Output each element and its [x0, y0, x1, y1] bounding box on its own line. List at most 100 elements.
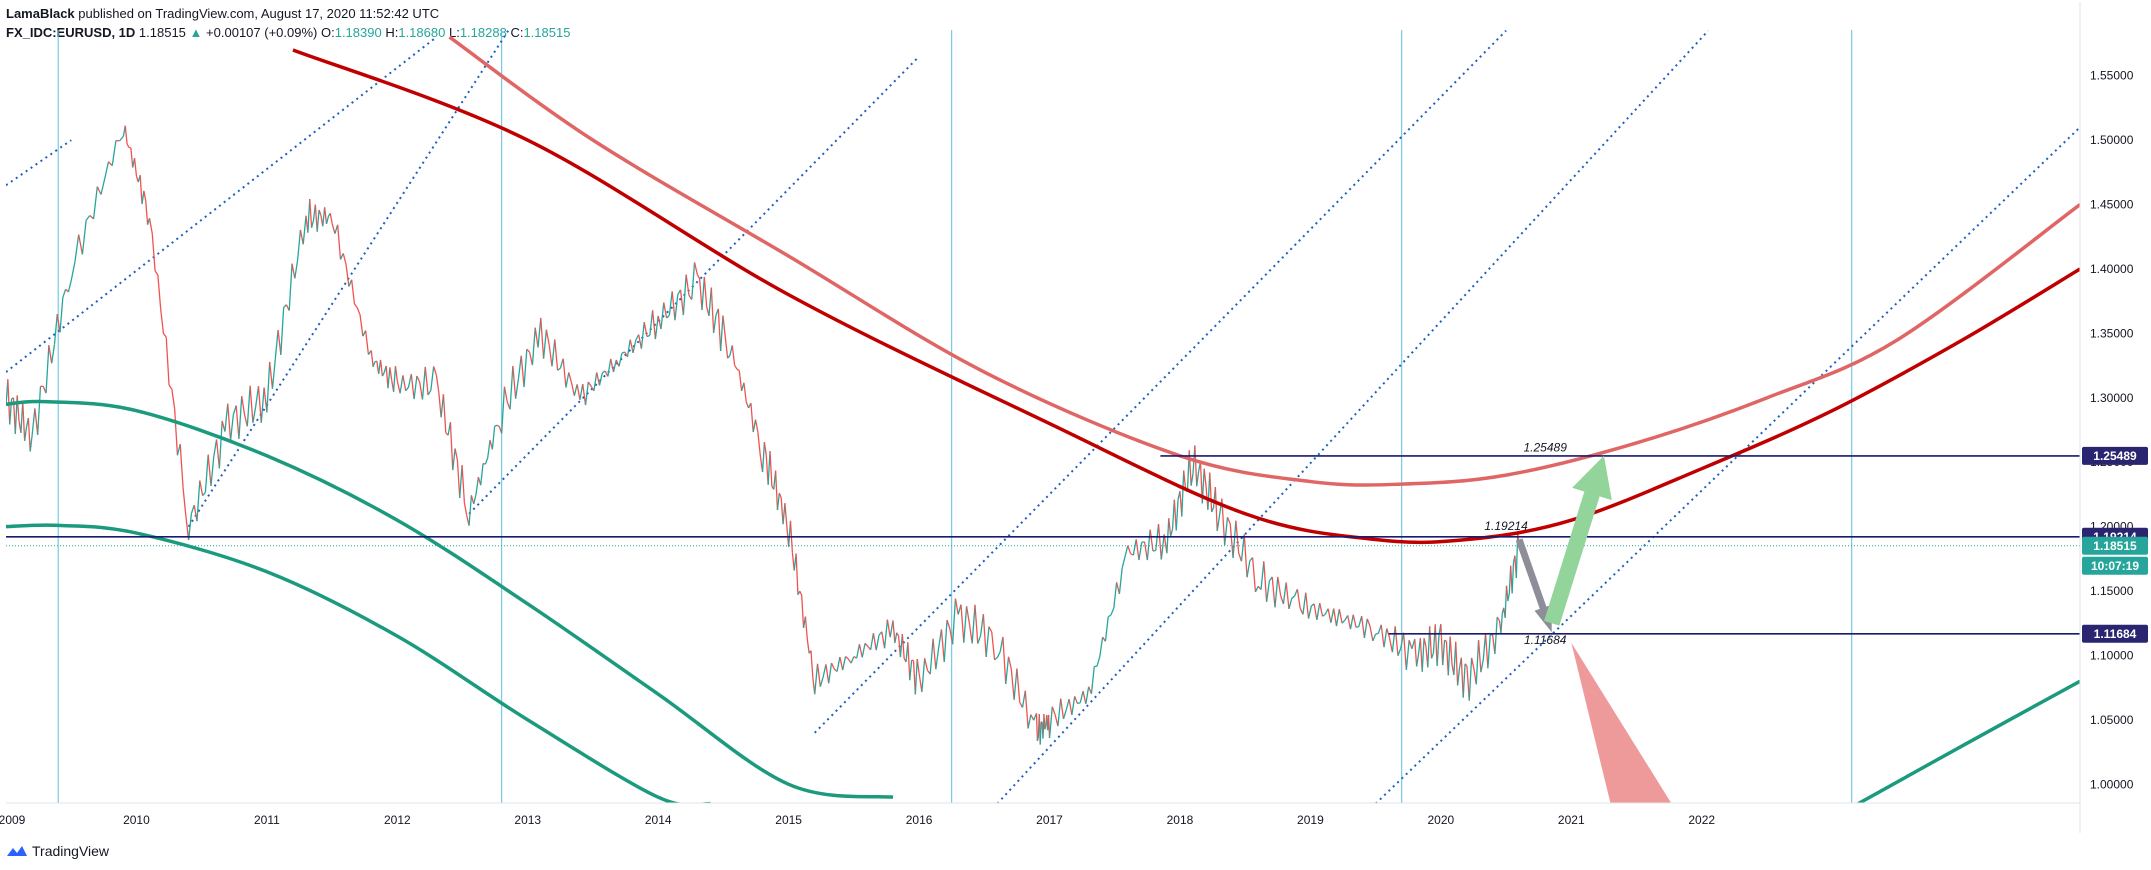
price-candle [210, 456, 215, 486]
price-candle [1429, 626, 1433, 659]
price-candle [1035, 713, 1039, 741]
price-candle [162, 333, 167, 338]
symbol-label[interactable]: FX_IDC:EURUSD, 1D [6, 25, 136, 40]
price-candle [501, 386, 506, 434]
price-candle [53, 314, 58, 345]
price-candle [1224, 517, 1229, 546]
price-candle [56, 314, 61, 333]
price-candle [359, 314, 364, 337]
price-candle [157, 275, 162, 309]
price-candle [734, 364, 738, 370]
price-candle [249, 385, 254, 423]
price-candle [722, 315, 726, 338]
price-candle [1402, 632, 1408, 670]
green-arc [6, 523, 711, 803]
price-candle [204, 454, 209, 493]
price-candle [649, 310, 654, 336]
price-candle [1138, 542, 1143, 561]
price-candle [1388, 637, 1394, 653]
y-tick-label: 1.50000 [2090, 133, 2134, 147]
price-candle [1414, 639, 1418, 667]
author-name[interactable]: LamaBlack [6, 6, 75, 21]
price-candle [886, 619, 891, 638]
price-candle [1449, 636, 1453, 665]
y-tick-label: 1.00000 [2090, 777, 2134, 791]
price-candle [1071, 696, 1076, 716]
price-candle [37, 386, 42, 435]
price-candle [1062, 709, 1067, 720]
channel-dotted-line [6, 139, 72, 187]
publish-line: LamaBlack published on TradingView.com, … [6, 4, 570, 23]
price-candle [938, 629, 943, 649]
price-candle [520, 355, 525, 388]
price-candle [111, 140, 117, 166]
x-tick-label: 2012 [384, 813, 411, 827]
price-candle [288, 263, 293, 311]
price-candle [554, 339, 559, 371]
price-candle [1333, 608, 1338, 627]
price-candle [1462, 663, 1466, 698]
price-candle [666, 314, 670, 319]
y-tick-label: 1.55000 [2090, 69, 2134, 83]
price-candle [62, 289, 67, 298]
price-candle [828, 662, 833, 684]
price-candle [1232, 520, 1237, 559]
price-candle [1135, 539, 1140, 561]
price-candle [801, 595, 805, 628]
price-candle [1394, 626, 1399, 656]
price-candle [784, 503, 788, 526]
price-candle [1468, 657, 1473, 701]
brand-name[interactable]: TradingView [32, 843, 110, 859]
price-candle [836, 656, 841, 672]
price-candle [542, 329, 548, 359]
price-candle [345, 264, 350, 287]
price-candle [1124, 545, 1129, 557]
tradingview-logo-icon[interactable] [6, 844, 28, 858]
price-candle [736, 368, 740, 372]
price-candle [526, 348, 531, 353]
price-candle [509, 365, 514, 410]
price-candle [396, 380, 401, 394]
price-candle [322, 207, 326, 227]
price-candle [701, 276, 705, 311]
price-candle [1330, 608, 1335, 623]
price-candle [918, 673, 923, 693]
price-candle [1194, 445, 1198, 487]
price-candle [869, 633, 875, 650]
price-candle [540, 317, 545, 359]
price-candle [780, 497, 784, 525]
price-candle [108, 161, 113, 167]
level-annotation-label: 1.11684 [1524, 633, 1567, 647]
price-candle [402, 375, 407, 391]
price-candle [901, 634, 905, 659]
price-candle [1408, 639, 1413, 650]
price-candle [48, 345, 53, 364]
price-candle [370, 350, 374, 367]
price-candle [693, 262, 698, 275]
price-candle [979, 614, 985, 636]
y-tick-label: 1.10000 [2090, 648, 2134, 662]
price-candle [663, 302, 668, 319]
price-candle [1440, 623, 1444, 666]
price-candle [1203, 468, 1207, 487]
price-candle [410, 374, 415, 400]
price-candle [51, 344, 56, 364]
price-candle [1118, 567, 1123, 594]
price-candle [1085, 686, 1090, 705]
price-candle [1226, 516, 1231, 525]
price-candle [7, 379, 11, 425]
level-price-tag [2082, 446, 2148, 465]
price-candle [1043, 714, 1046, 730]
price-candle [1456, 668, 1461, 686]
high-value: 1.18680 [398, 25, 446, 40]
price-candle [691, 262, 696, 300]
green-arc [1857, 679, 2080, 803]
price-candle [822, 664, 827, 678]
price-candle [257, 386, 262, 423]
light-red-arc [448, 35, 2080, 487]
price-candle [974, 604, 979, 644]
price-candle [799, 590, 803, 596]
price-candle [1494, 617, 1498, 654]
price-candle [1366, 618, 1371, 627]
